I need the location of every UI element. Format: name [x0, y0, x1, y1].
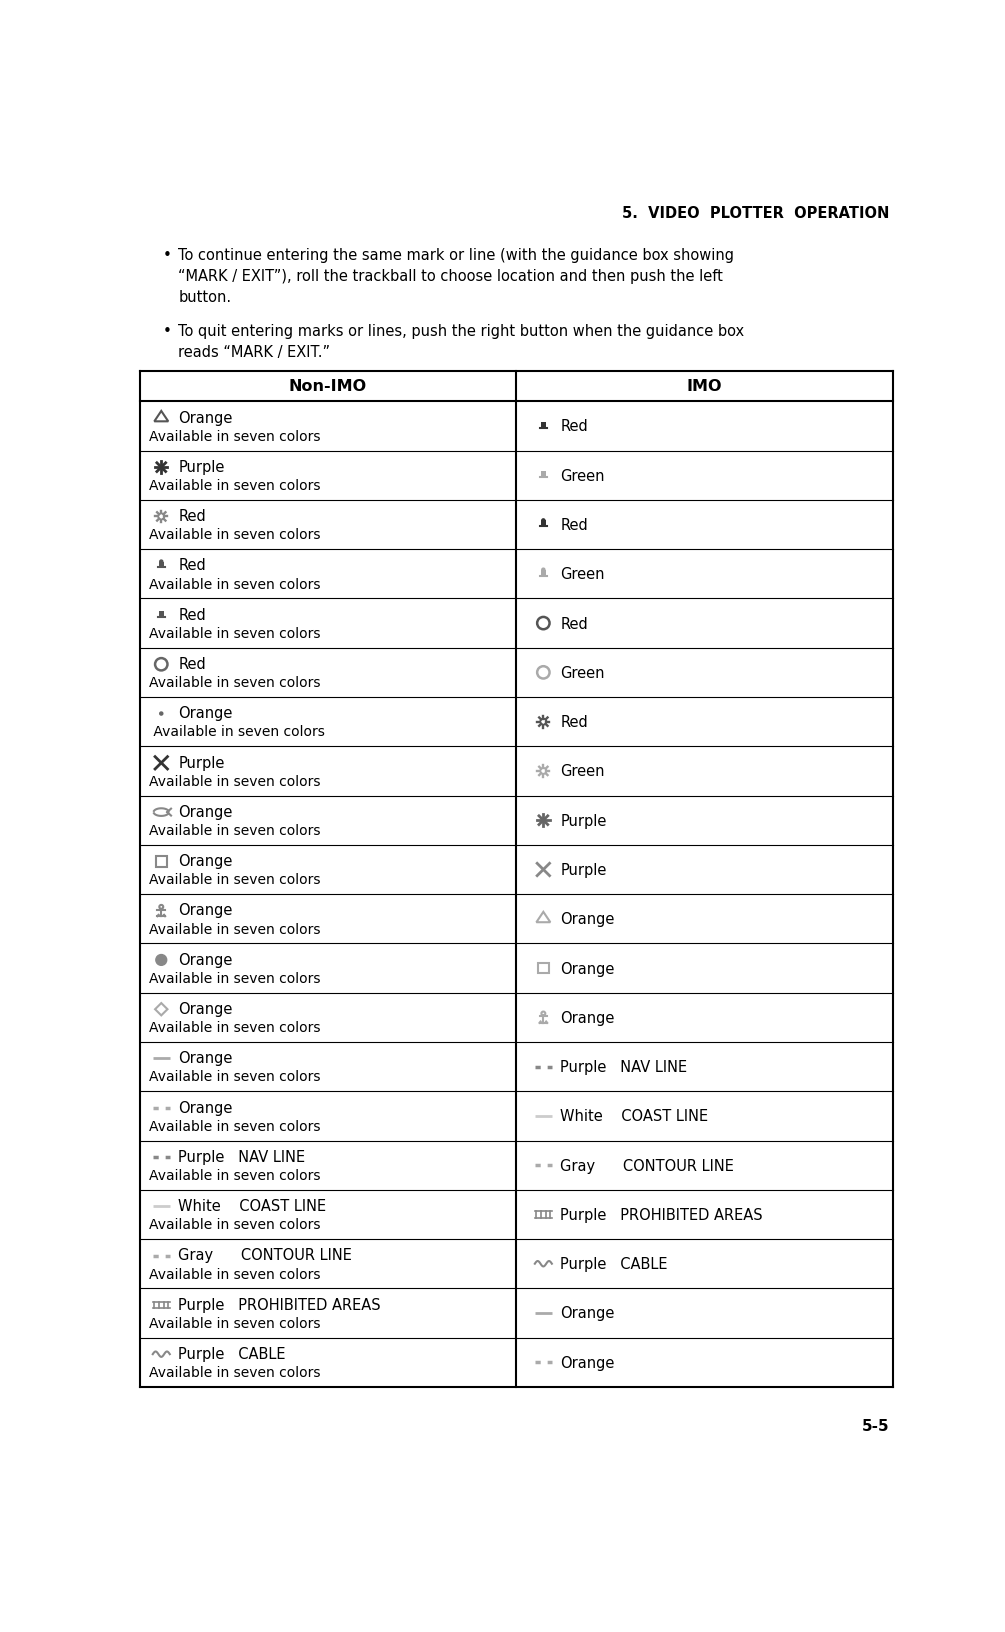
Bar [541, 570, 546, 576]
Text: Green: Green [561, 566, 605, 583]
Bar [541, 423, 546, 429]
Text: Green: Green [561, 764, 605, 778]
Text: Orange: Orange [561, 1306, 615, 1320]
Text: Available in seven colors: Available in seven colors [149, 1366, 321, 1379]
Text: Available in seven colors: Available in seven colors [149, 627, 321, 640]
Text: Orange: Orange [561, 912, 615, 927]
Text: Orange: Orange [561, 961, 615, 976]
Text: Available in seven colors: Available in seven colors [149, 676, 321, 690]
Text: Available in seven colors: Available in seven colors [149, 1266, 321, 1281]
Text: Green: Green [561, 666, 605, 681]
Text: Red: Red [178, 656, 206, 672]
Text: Available in seven colors: Available in seven colors [149, 725, 325, 739]
Text: Purple: Purple [178, 756, 225, 770]
Text: Available in seven colors: Available in seven colors [149, 873, 321, 886]
Text: Purple   NAV LINE: Purple NAV LINE [561, 1059, 687, 1074]
Text: Purple   CABLE: Purple CABLE [561, 1257, 668, 1271]
Text: Red: Red [178, 607, 206, 622]
Text: Available in seven colors: Available in seven colors [149, 529, 321, 542]
Bar [156, 857, 167, 867]
Circle shape [156, 955, 167, 966]
Text: Available in seven colors: Available in seven colors [149, 478, 321, 493]
Text: Orange: Orange [561, 1010, 615, 1025]
Text: White    COAST LINE: White COAST LINE [561, 1108, 709, 1124]
Text: Purple: Purple [561, 813, 607, 827]
Text: Available in seven colors: Available in seven colors [149, 429, 321, 444]
Text: Purple   NAV LINE: Purple NAV LINE [178, 1149, 306, 1164]
Bar [541, 472, 546, 478]
Text: •: • [163, 248, 172, 263]
Text: Orange: Orange [178, 1051, 233, 1066]
Text: Available in seven colors: Available in seven colors [149, 1071, 321, 1084]
Text: Purple: Purple [561, 862, 607, 878]
Text: Purple: Purple [178, 460, 225, 475]
Text: Orange: Orange [561, 1355, 615, 1369]
Text: Red: Red [561, 517, 588, 532]
Text: Orange: Orange [178, 1100, 233, 1115]
Circle shape [542, 519, 545, 522]
Text: IMO: IMO [686, 379, 723, 395]
Text: Red: Red [561, 617, 588, 632]
Text: Available in seven colors: Available in seven colors [149, 1120, 321, 1133]
Text: Red: Red [561, 419, 588, 434]
Circle shape [542, 570, 545, 571]
Text: Orange: Orange [178, 705, 233, 721]
Text: Gray      CONTOUR LINE: Gray CONTOUR LINE [178, 1247, 352, 1263]
Text: •: • [163, 323, 172, 338]
Text: Available in seven colors: Available in seven colors [149, 1315, 321, 1330]
Text: Available in seven colors: Available in seven colors [149, 824, 321, 837]
Text: Purple   PROHIBITED AREAS: Purple PROHIBITED AREAS [561, 1208, 763, 1222]
Text: Orange: Orange [178, 902, 233, 917]
Circle shape [160, 561, 163, 563]
Text: Available in seven colors: Available in seven colors [149, 1169, 321, 1182]
Text: Orange: Orange [178, 805, 233, 819]
Bar [159, 612, 164, 617]
Text: Red: Red [561, 715, 588, 730]
Text: To continue entering the same mark or line (with the guidance box showing
“MARK : To continue entering the same mark or li… [178, 248, 735, 305]
Text: 5.  VIDEO  PLOTTER  OPERATION: 5. VIDEO PLOTTER OPERATION [622, 206, 889, 220]
Text: Non-IMO: Non-IMO [288, 379, 367, 395]
Text: Purple   PROHIBITED AREAS: Purple PROHIBITED AREAS [178, 1297, 381, 1312]
Text: Available in seven colors: Available in seven colors [149, 1020, 321, 1035]
Text: Available in seven colors: Available in seven colors [149, 922, 321, 937]
Text: Green: Green [561, 468, 605, 483]
Text: Red: Red [178, 509, 206, 524]
Text: To quit entering marks or lines, push the right button when the guidance box
rea: To quit entering marks or lines, push th… [178, 323, 745, 359]
Text: Available in seven colors: Available in seven colors [149, 1217, 321, 1232]
Text: Gray      CONTOUR LINE: Gray CONTOUR LINE [561, 1159, 735, 1173]
Text: Orange: Orange [178, 1002, 233, 1017]
Text: Orange: Orange [178, 410, 233, 426]
Bar [159, 563, 164, 568]
Text: Available in seven colors: Available in seven colors [149, 774, 321, 788]
Text: Available in seven colors: Available in seven colors [149, 971, 321, 986]
Bar [541, 521, 546, 527]
Text: Orange: Orange [178, 951, 233, 968]
Text: Purple   CABLE: Purple CABLE [178, 1346, 285, 1361]
Circle shape [160, 713, 163, 716]
Text: Orange: Orange [178, 854, 233, 868]
Text: White    COAST LINE: White COAST LINE [178, 1198, 327, 1213]
Bar [538, 963, 549, 974]
Text: Available in seven colors: Available in seven colors [149, 578, 321, 591]
Text: 5-5: 5-5 [861, 1418, 889, 1433]
Text: Red: Red [178, 558, 206, 573]
